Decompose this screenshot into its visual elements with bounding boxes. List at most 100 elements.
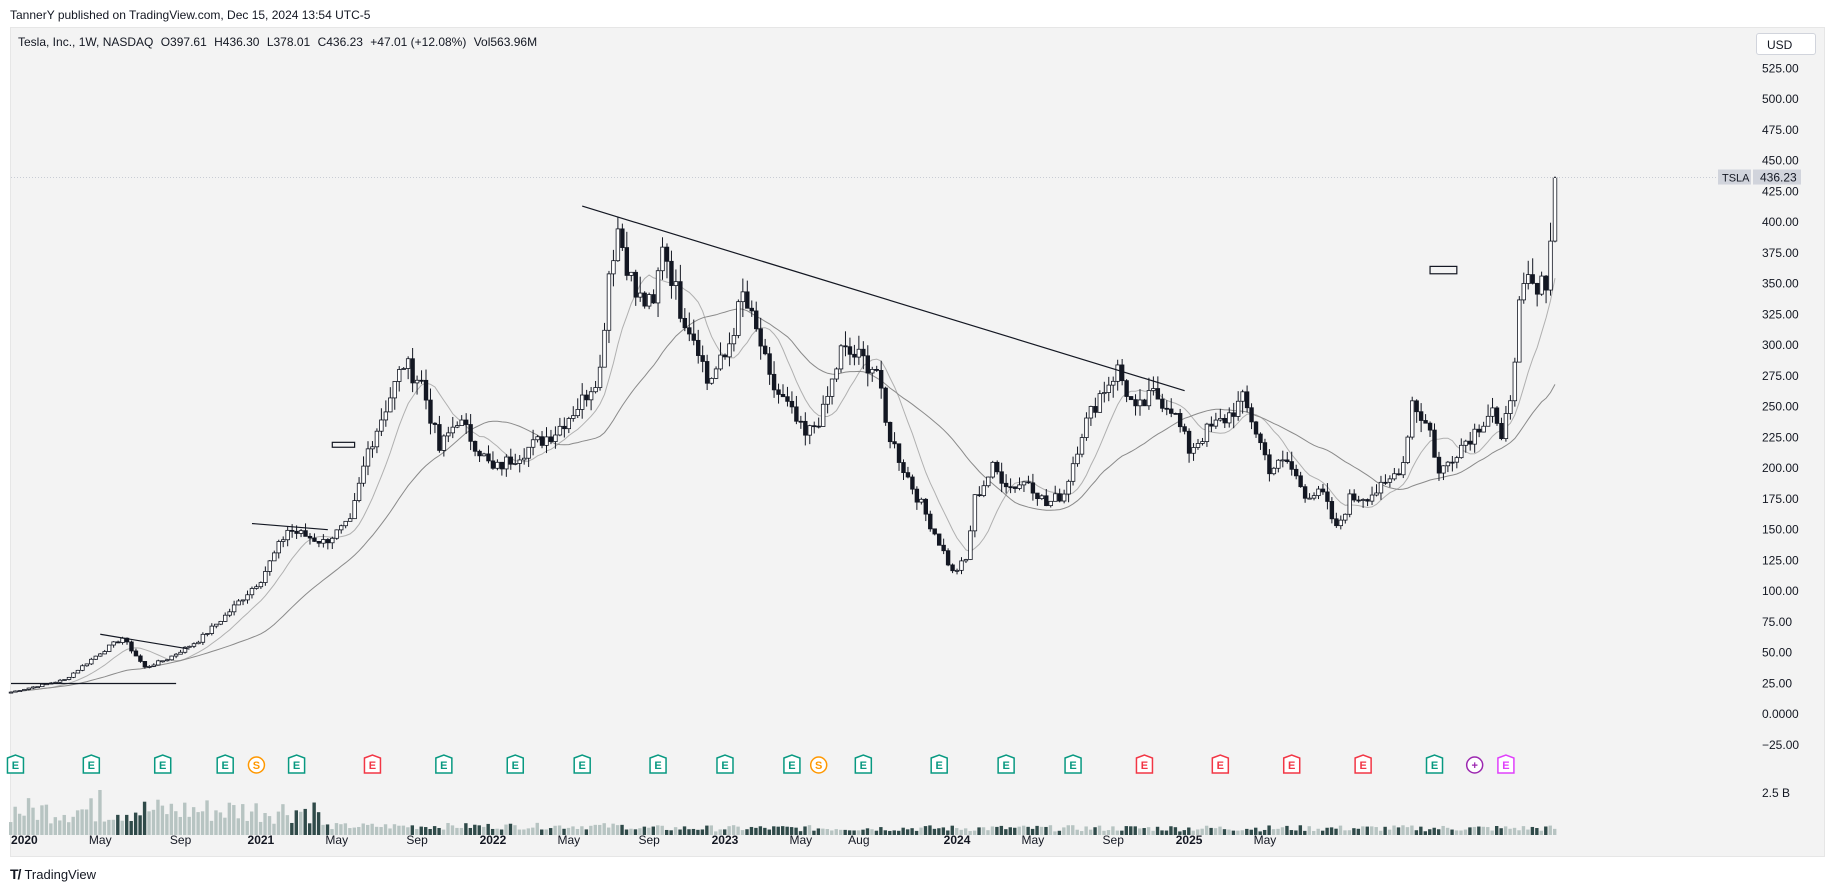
volume-bar [745,829,749,835]
candle-body [1543,275,1549,291]
candle-body [691,333,696,341]
ticker-tag [1718,169,1751,185]
candle-body [941,544,946,552]
event-badge-icon [716,754,734,774]
candle-body [272,552,277,562]
breakout-box-2024 [1429,265,1458,275]
y-tick-label: 200.00 [1762,461,1799,475]
volume-bar [1436,829,1441,835]
volume-bar [611,823,615,835]
volume-bar [883,830,888,835]
volume-bar [1526,829,1530,835]
volume-bar [357,826,361,835]
volume-bar [75,810,80,835]
volume-value: Vol563.96M [473,35,538,49]
volume-bar [1115,830,1120,835]
volume-bar [1334,828,1338,835]
volume-bar [758,826,763,835]
candle-body [660,246,665,272]
event-badge-label: E [1359,760,1366,772]
volume-bar [133,812,138,835]
candle-body [1343,513,1348,521]
candle-body [191,643,197,647]
candle-body [1387,478,1393,483]
candle-body [1124,380,1129,397]
axes: 525.00 500.00 475.00 450.00 425.00 400.00 375.… [11,61,1801,847]
volume-bar [897,830,901,835]
event-badge-label: E [88,760,95,772]
volume-bar [718,829,722,835]
volume-bar [1164,830,1169,835]
candle-body [539,436,545,446]
x-tick-label: May [89,833,112,847]
volume-bar [468,827,473,835]
candle-body [1017,484,1022,489]
candle-body [959,560,964,571]
volume-bar [450,825,455,835]
volume-bar [53,817,58,835]
event-badge-icon [997,754,1015,774]
volume-bar [191,807,196,835]
tradingview-logo[interactable]: T/ TradingView [10,866,96,882]
event-badge-icon [6,754,25,774]
candle-body [472,440,478,452]
event-badge-label: E [293,760,300,772]
volume-bar [754,827,758,835]
candle-body [905,472,911,478]
candle-body [1093,406,1098,413]
volume-bar [263,813,267,835]
volume-bar [1173,827,1178,835]
candle-body [397,369,402,382]
candle-body [798,420,804,423]
volume-bar [1383,826,1387,835]
volume-bar [870,829,874,835]
candle-body [771,373,777,391]
candle-body [263,571,268,583]
volume-bar [1530,826,1535,835]
candle-body [437,424,442,451]
event-badge-icon [1425,754,1444,774]
x-tick-label: Sep [406,833,428,847]
ohlc-open: O397.61 [160,35,207,49]
x-tick-label: Sep [638,833,660,847]
volume-bar [1075,829,1079,835]
volume-bar [687,829,691,835]
volume-bar [1236,830,1240,835]
x-tick-label: May [1022,833,1045,847]
volume-bar [26,798,31,835]
currency-selector[interactable]: USD [1756,33,1816,55]
event-badge-label: E [579,760,586,772]
candle-body [504,456,509,470]
volume-bar [1432,827,1436,835]
candle-body [606,273,612,331]
candle-body [356,482,362,501]
candle-body [629,271,634,276]
volume-bar [307,823,312,835]
volume-bar [825,829,830,835]
volume-bar [365,824,370,835]
event-badge-icon [783,754,801,774]
candle-body [1405,436,1410,463]
volume-bar [763,827,767,835]
volume-bar [620,824,624,835]
candle-body [566,418,572,430]
moving-averages [10,274,1556,693]
y-tick-label: 50.00 [1762,646,1792,660]
volume-bar [1494,826,1499,835]
volume-bar [125,814,129,835]
volume-bar [67,822,71,835]
candle-body [816,425,821,428]
volume-bar [1280,827,1285,835]
event-badge-icon [1354,754,1372,774]
volume-bar [1410,825,1414,835]
volume-bar [656,825,660,835]
chart-pane[interactable] [10,27,1825,857]
volume-bar [865,828,870,835]
candle-body [414,379,420,384]
volume-bar [638,828,642,835]
volume-bar [1450,829,1454,835]
volume-bar [334,823,339,835]
volume-bar [89,798,93,835]
candle-body [1222,417,1227,424]
